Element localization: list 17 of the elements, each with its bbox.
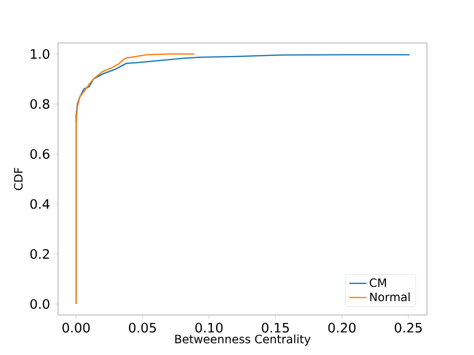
y-tick-label: 0.8 xyxy=(30,99,50,109)
y-tick-label: 0.2 xyxy=(30,249,49,259)
line-series xyxy=(75,53,196,305)
legend-label: CM xyxy=(370,278,386,288)
legend-label: Normal xyxy=(370,292,410,302)
x-tick-label: 0.25 xyxy=(394,322,422,333)
x-tick-label: 0.15 xyxy=(262,322,289,333)
y-tick-label: 0.0 xyxy=(30,299,50,309)
y-tick-label: 0.6 xyxy=(30,149,50,159)
x-tick-label: 0.00 xyxy=(62,322,90,333)
x-tick-label: 0.05 xyxy=(128,322,156,333)
x-tick-label: 0.10 xyxy=(195,322,223,333)
x-axis-title: Betweenness Centrality xyxy=(175,334,310,346)
y-axis-title: CDF xyxy=(14,168,23,190)
x-tick-label: 0.20 xyxy=(328,322,356,333)
y-tick-label: 1.0 xyxy=(30,49,50,59)
y-tick-label: 0.4 xyxy=(30,199,50,209)
